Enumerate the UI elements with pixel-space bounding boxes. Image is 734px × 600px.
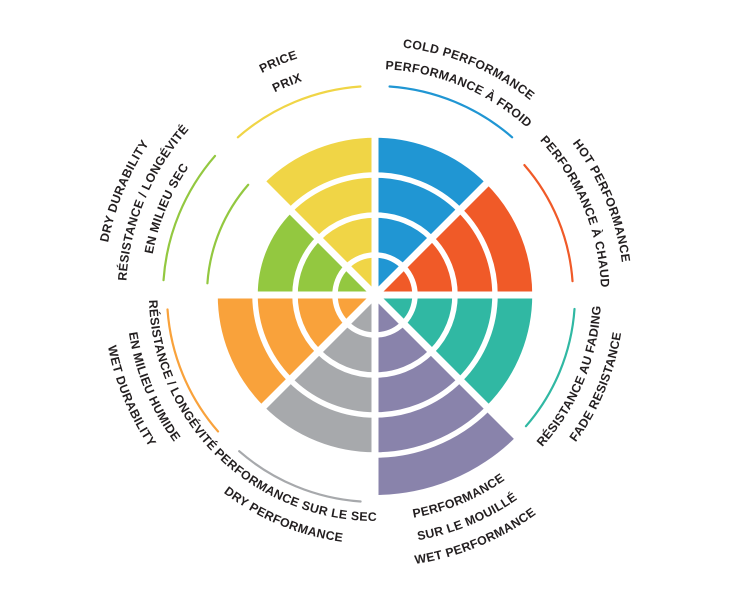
- scale-arc-dry-performance: [238, 450, 362, 503]
- secondary-arc-dry-durability: [206, 183, 250, 285]
- wedge-hot-performance: [375, 181, 535, 295]
- scale-arc-price: [236, 85, 362, 139]
- wedge-price: [261, 135, 375, 295]
- wedge-dry-performance: [261, 295, 375, 455]
- scale-arc-hot-performance: [523, 164, 574, 283]
- grid-spoke: [228, 148, 378, 298]
- grid-spoke: [228, 292, 378, 442]
- grid-spoke: [372, 292, 522, 442]
- wedge-fade-resistance: [375, 295, 535, 409]
- label-price-line-2: PRIX: [270, 70, 304, 95]
- label-hot-performance-line-2: PERFORMANCE À CHAUD: [538, 133, 612, 288]
- wedge-wet-durability: [215, 295, 375, 409]
- grid-spoke: [372, 148, 522, 298]
- scale-arc-dry-durability: [162, 154, 217, 282]
- wedge-cold-performance: [375, 135, 489, 295]
- label-price-line-1: PRICE: [257, 48, 299, 76]
- wedge-dry-durability: [255, 210, 375, 295]
- label-cold-performance-line-2: PERFORMANCE À FROID: [385, 58, 535, 130]
- label-fade-resistance-line-1: RÉSISTANCE AU FADING: [534, 305, 604, 449]
- scale-arc-cold-performance: [388, 85, 514, 139]
- label-dry-durability-line-2: RÉSISTANCE / LONGÉVITÉ: [115, 121, 191, 281]
- scale-arc-fade-resistance: [524, 307, 576, 428]
- scale-arc-wet-durability: [166, 308, 220, 433]
